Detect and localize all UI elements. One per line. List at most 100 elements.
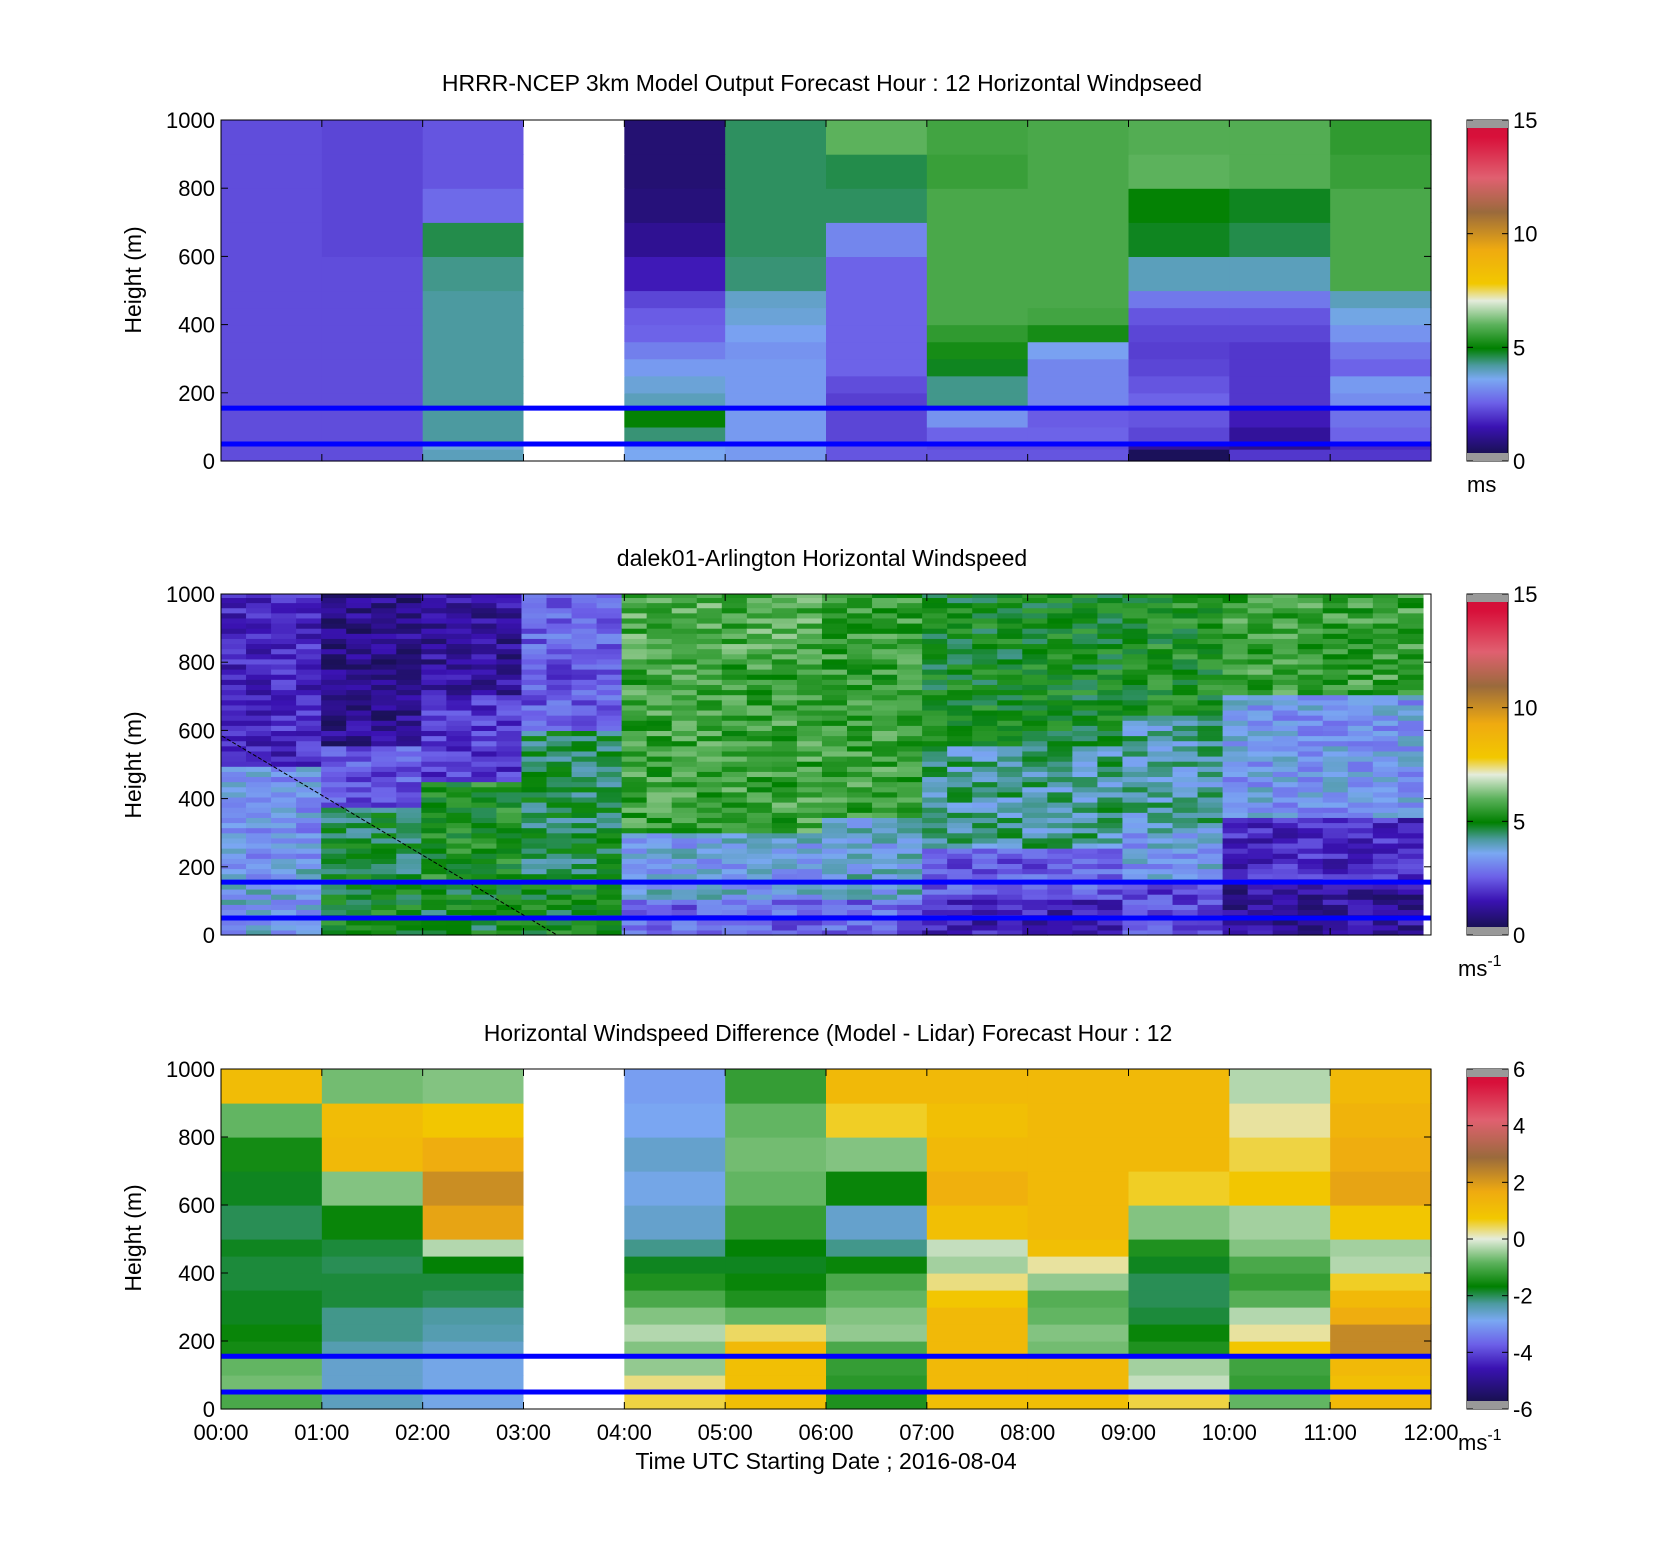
- heatmap-cell: [624, 1069, 726, 1104]
- heatmap-cell: [1122, 812, 1149, 818]
- heatmap-cell: [446, 597, 472, 604]
- heatmap-cell: [1397, 858, 1424, 864]
- heatmap-cell: [296, 863, 322, 870]
- heatmap-cell: [1372, 776, 1399, 783]
- heatmap-cell: [646, 924, 673, 931]
- heatmap-cell: [922, 740, 948, 747]
- heatmap-cell: [571, 888, 598, 895]
- heatmap-cell: [1322, 832, 1349, 839]
- heatmap-cell: [696, 704, 723, 711]
- heatmap-cell: [496, 848, 523, 854]
- panel-title: dalek01-Arlington Horizontal Windspeed: [617, 545, 1027, 571]
- heatmap-cell: [1022, 761, 1048, 767]
- heatmap-cell: [421, 679, 447, 685]
- heatmap-cell: [997, 791, 1023, 798]
- heatmap-cell: [1122, 832, 1149, 839]
- heatmap-cell: [596, 669, 623, 675]
- heatmap-cell: [321, 863, 347, 870]
- heatmap-cell: [1022, 812, 1048, 818]
- heatmap-cell: [1247, 802, 1274, 808]
- heatmap-cell: [546, 812, 573, 818]
- heatmap-cell: [1072, 720, 1099, 726]
- heatmap-cell: [746, 909, 773, 916]
- heatmap-cell: [371, 909, 397, 916]
- heatmap-cell: [271, 704, 297, 711]
- heatmap-cell: [972, 607, 998, 614]
- heatmap-cell: [1047, 822, 1073, 829]
- heatmap-cell: [1122, 868, 1149, 875]
- heatmap-cell: [1347, 643, 1374, 650]
- heatmap-cell: [1097, 740, 1124, 747]
- heatmap-cell: [296, 607, 322, 614]
- heatmap-cell: [1347, 894, 1374, 900]
- heatmap-cell: [771, 750, 798, 757]
- heatmap-cell: [746, 899, 773, 905]
- heatmap-cell: [371, 709, 397, 716]
- heatmap-cell: [821, 617, 848, 624]
- heatmap-cell: [221, 694, 247, 701]
- heatmap-cell: [847, 776, 873, 783]
- heatmap-cell: [421, 594, 447, 599]
- heatmap-cell: [826, 1397, 928, 1410]
- heatmap-cell: [321, 222, 424, 257]
- heatmap-cell: [496, 776, 523, 783]
- heatmap-cell: [1347, 663, 1374, 670]
- heatmap-cell: [721, 735, 748, 742]
- heatmap-cell: [796, 638, 823, 645]
- heatmap-cell: [1022, 776, 1048, 783]
- heatmap-cell: [646, 827, 673, 834]
- heatmap-cell: [546, 699, 573, 706]
- heatmap-cell: [671, 848, 698, 854]
- heatmap-cell: [1172, 888, 1199, 895]
- heatmap-cell: [296, 883, 322, 890]
- heatmap-cell: [671, 622, 698, 629]
- heatmap-cell: [1247, 755, 1274, 762]
- heatmap-cell: [421, 888, 447, 895]
- heatmap-cell: [821, 822, 848, 829]
- heatmap-cell: [1197, 658, 1224, 665]
- heatmap-cell: [496, 653, 523, 660]
- heatmap-cell: [596, 740, 623, 747]
- heatmap-cell: [346, 633, 372, 639]
- heatmap-cell: [771, 766, 798, 772]
- heatmap-cell: [1022, 786, 1048, 793]
- heatmap-cell: [1347, 888, 1374, 895]
- heatmap-cell: [271, 720, 297, 726]
- heatmap-cell: [1172, 730, 1199, 737]
- heatmap-cell: [1247, 924, 1274, 931]
- heatmap-cell: [471, 694, 498, 701]
- heatmap-cell: [922, 689, 948, 696]
- heatmap-cell: [821, 669, 848, 675]
- heatmap-cell: [421, 919, 447, 926]
- heatmap-cell: [371, 924, 397, 931]
- heatmap-cell: [847, 817, 873, 824]
- heatmap-cell: [646, 755, 673, 762]
- heatmap-cell: [897, 761, 923, 767]
- heatmap-cell: [371, 858, 397, 864]
- heatmap-cell: [371, 684, 397, 691]
- heatmap-cell: [271, 853, 297, 859]
- heatmap-cell: [396, 761, 422, 767]
- heatmap-cell: [296, 653, 322, 660]
- heatmap-cell: [546, 904, 573, 911]
- heatmap-cell: [1128, 409, 1230, 428]
- heatmap-cell: [1147, 617, 1174, 624]
- heatmap-cell: [1047, 904, 1073, 911]
- heatmap-cell: [721, 909, 748, 916]
- heatmap-cell: [1347, 704, 1374, 711]
- heatmap-cell: [771, 791, 798, 798]
- heatmap-cell: [1172, 709, 1199, 716]
- heatmap-cell: [621, 776, 648, 783]
- heatmap-cell: [821, 715, 848, 721]
- heatmap-cell: [1222, 658, 1249, 665]
- heatmap-cell: [721, 807, 748, 813]
- heatmap-cell: [1229, 375, 1331, 394]
- heatmap-cell: [1229, 1103, 1331, 1138]
- heatmap-cell: [1147, 796, 1174, 803]
- heatmap-cell: [997, 853, 1023, 859]
- heatmap-cell: [1027, 1137, 1130, 1172]
- heatmap-cell: [1322, 715, 1349, 721]
- heatmap-cell: [1027, 449, 1130, 462]
- heatmap-cell: [1322, 750, 1349, 757]
- heatmap-cell: [396, 638, 422, 645]
